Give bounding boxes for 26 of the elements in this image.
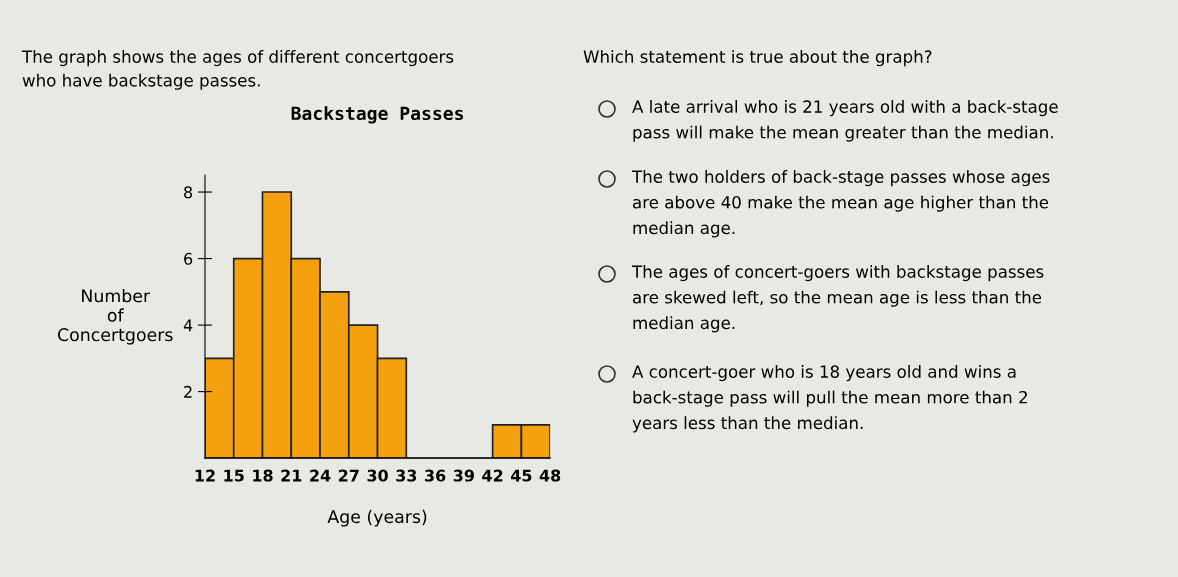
y-tick-label: 2 — [184, 385, 192, 398]
x-tick-label: 24 — [310, 469, 331, 482]
x-tick-label: 36 — [425, 469, 446, 482]
y-tick-label: 4 — [183, 319, 193, 332]
x-tick-label: 39 — [453, 469, 474, 482]
x-tick-label: 48 — [539, 469, 561, 482]
text: The ages of concert-goers with backstage passes are skewed left, so the mean age is less than the median age. — [631, 265, 1044, 333]
text: A concert-goer who is 18 years old and wins a back-stage pass will pull the mean more than 2 years less than the median. — [632, 365, 1027, 433]
x-tick-label: 27 — [338, 469, 359, 482]
x-tick-label: 45 — [510, 469, 532, 482]
x-tick-label: 30 — [367, 469, 388, 482]
text: The two holders of back-stage passes whose ages are above 40 make the mean age higher than the median age. — [631, 170, 1050, 238]
x-tick-label: 33 — [396, 469, 417, 482]
text: Which statement is true about the graph? — [583, 50, 932, 67]
y-axis-title: Number of Concertgoers — [57, 288, 173, 345]
x-tick-label: 21 — [281, 469, 302, 482]
x-tick-label: 18 — [253, 469, 273, 482]
x-tick-label: 12 — [195, 469, 215, 482]
y-tick-label: 6 — [184, 252, 193, 265]
text: A late arrival who is 21 years old with a back-stage pass will make the mean greater than the median. — [632, 100, 1058, 142]
text: The graph shows the ages of different concertgoers who have backstage passes. — [21, 50, 454, 90]
x-tick-label: 15 — [224, 469, 244, 482]
y-tick-label: 8 — [184, 186, 193, 199]
x-axis-title: Age (years) — [327, 509, 427, 527]
chart-title: Backstage Passes — [291, 106, 464, 124]
x-tick-label: 42 — [482, 469, 503, 482]
